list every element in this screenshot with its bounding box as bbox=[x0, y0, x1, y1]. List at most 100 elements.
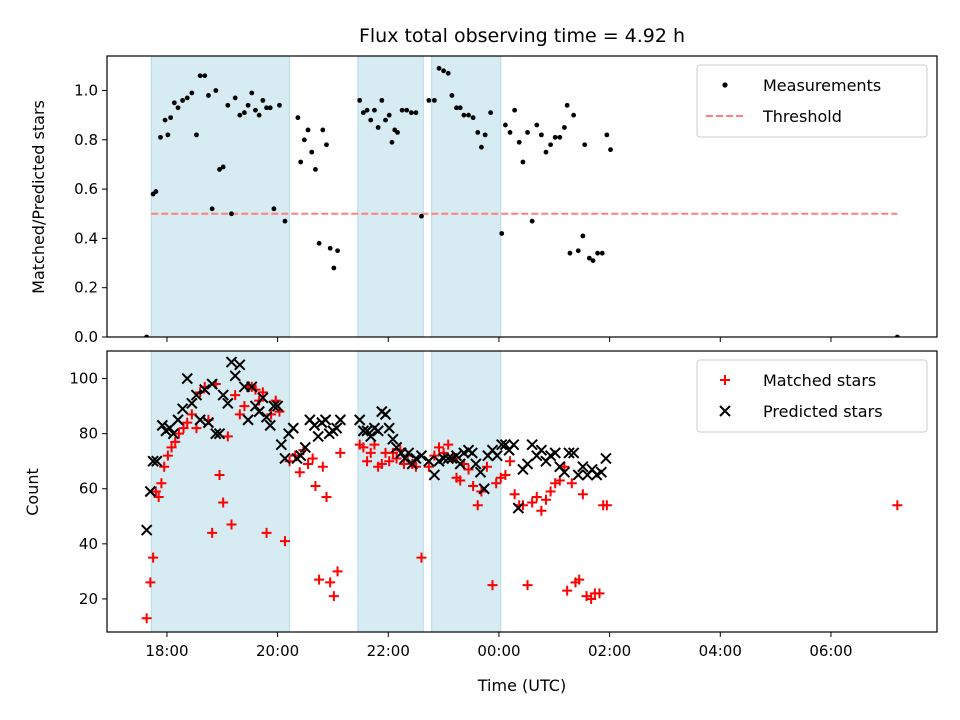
measurements-point-14 bbox=[197, 73, 203, 79]
predicted-stars-point-2 bbox=[144, 485, 157, 498]
measurements-point-25 bbox=[242, 110, 247, 116]
y-tick-label-2: 40 bbox=[79, 535, 98, 553]
measurements-point-49 bbox=[360, 110, 366, 116]
measurements-point-78 bbox=[482, 132, 488, 138]
measurements-point-91 bbox=[548, 142, 553, 148]
matched-stars-point-7 bbox=[159, 461, 170, 472]
matched-stars-point-60 bbox=[384, 456, 395, 467]
chart-title: Flux total observing time = 4.92 h bbox=[359, 25, 685, 47]
x-tick-label-7: 06:00 bbox=[809, 642, 852, 660]
measurements-point-38 bbox=[301, 137, 307, 143]
measurements-point-7 bbox=[168, 115, 174, 121]
predicted-stars-point-94 bbox=[535, 444, 548, 456]
matched-stars-point-10 bbox=[170, 436, 181, 447]
measurements-point-52 bbox=[372, 107, 377, 113]
measurements-point-88 bbox=[534, 122, 540, 128]
matched-stars-point-2 bbox=[145, 577, 156, 588]
predicted-stars-point-101 bbox=[567, 447, 580, 459]
matched-stars-point-78 bbox=[463, 464, 474, 475]
matched-stars-point-93 bbox=[531, 492, 542, 503]
series-group bbox=[140, 356, 903, 624]
predicted-stars-point-22 bbox=[225, 356, 238, 368]
x-axis-label: Time (UTC) bbox=[477, 676, 566, 695]
y-tick-label-1: 20 bbox=[79, 590, 98, 608]
predicted-stars-point-12 bbox=[186, 397, 198, 410]
plot-frame bbox=[106, 55, 938, 338]
predicted-stars-point-71 bbox=[437, 452, 450, 465]
matched-stars-point-94 bbox=[536, 505, 547, 516]
predicted-stars-point-74 bbox=[450, 449, 463, 462]
predicted-stars-point-78 bbox=[466, 447, 478, 459]
matched-stars-point-69 bbox=[423, 461, 434, 472]
measurements-point-62 bbox=[408, 110, 414, 116]
predicted-stars-point-86 bbox=[499, 438, 512, 451]
predicted-stars-point-36 bbox=[279, 452, 291, 465]
shaded-interval-3 bbox=[431, 350, 502, 633]
measurements-point-15 bbox=[202, 73, 208, 79]
matched-stars-point-3 bbox=[148, 552, 159, 563]
predicted-stars-point-41 bbox=[299, 441, 311, 454]
measurements-point-35 bbox=[282, 218, 288, 224]
predicted-stars-point-100 bbox=[563, 447, 575, 459]
matched-stars-point-50 bbox=[332, 566, 343, 577]
predicted-stars-point-30 bbox=[257, 392, 269, 404]
predicted-stars-point-88 bbox=[507, 438, 520, 451]
measurements-point-65 bbox=[426, 97, 432, 103]
matched-stars-point-80 bbox=[472, 500, 483, 511]
predicted-stars-point-43 bbox=[308, 419, 321, 432]
legend-marker-2 bbox=[719, 405, 731, 417]
measurements-point-26 bbox=[245, 102, 251, 108]
measurements-point-54 bbox=[379, 97, 385, 103]
predicted-stars-point-9 bbox=[172, 414, 184, 426]
measurements-point-45 bbox=[327, 245, 333, 251]
measurements-point-41 bbox=[313, 166, 318, 172]
measurements-point-42 bbox=[316, 240, 322, 246]
legend-label-1: Matched stars bbox=[763, 371, 876, 390]
matched-stars-point-46 bbox=[317, 461, 328, 472]
predicted-stars-point-31 bbox=[260, 411, 273, 423]
predicted-stars-point-14 bbox=[194, 414, 206, 426]
predicted-stars-point-102 bbox=[572, 469, 584, 481]
legend: Matched stars Predicted stars bbox=[696, 359, 928, 433]
x-tick-label-6: 04:00 bbox=[699, 642, 742, 660]
legend-marker-1 bbox=[722, 82, 728, 88]
predicted-stars-point-67 bbox=[415, 449, 428, 462]
shaded-interval-2 bbox=[357, 55, 424, 338]
matched-stars-point-5 bbox=[153, 492, 164, 503]
predicted-stars-point-32 bbox=[264, 419, 276, 432]
measurements-point-37 bbox=[298, 159, 304, 165]
measurements-point-67 bbox=[436, 65, 442, 71]
measurements-point-90 bbox=[543, 149, 549, 155]
matched-stars-point-4 bbox=[150, 486, 161, 497]
matched-stars-point-106 bbox=[586, 593, 597, 604]
measurements-point-76 bbox=[475, 130, 481, 135]
predicted-stars-point-91 bbox=[521, 458, 534, 470]
matched-stars-point-55 bbox=[365, 447, 376, 458]
measurements-point-80 bbox=[499, 231, 505, 236]
measurements-point-100 bbox=[582, 142, 588, 148]
legend-box bbox=[696, 359, 928, 433]
predicted-stars-point-64 bbox=[402, 447, 415, 459]
measurements-point-82 bbox=[507, 130, 513, 135]
measurements-point-89 bbox=[538, 132, 544, 138]
matched-stars-point-27 bbox=[239, 401, 250, 412]
measurements-point-5 bbox=[162, 117, 168, 123]
matched-stars-point-86 bbox=[500, 469, 511, 480]
measurements-point-19 bbox=[217, 166, 222, 172]
measurements-point-20 bbox=[220, 164, 226, 170]
measurements-point-51 bbox=[368, 117, 374, 123]
matched-stars-point-104 bbox=[577, 489, 588, 500]
legend-box bbox=[696, 64, 928, 138]
matched-stars-point-1 bbox=[141, 613, 152, 624]
predicted-stars-point-18 bbox=[210, 427, 222, 440]
predicted-stars-point-13 bbox=[190, 389, 203, 401]
measurements-point-53 bbox=[375, 125, 381, 130]
predicted-stars-point-75 bbox=[454, 458, 466, 470]
matched-stars-point-48 bbox=[325, 577, 336, 588]
measurements-point-93 bbox=[557, 134, 563, 140]
predicted-stars-point-8 bbox=[167, 427, 180, 440]
predicted-stars-point-72 bbox=[442, 452, 454, 465]
measurements-point-22 bbox=[229, 211, 234, 217]
measurements-point-84 bbox=[516, 139, 522, 145]
matched-stars-point-84 bbox=[491, 478, 502, 489]
